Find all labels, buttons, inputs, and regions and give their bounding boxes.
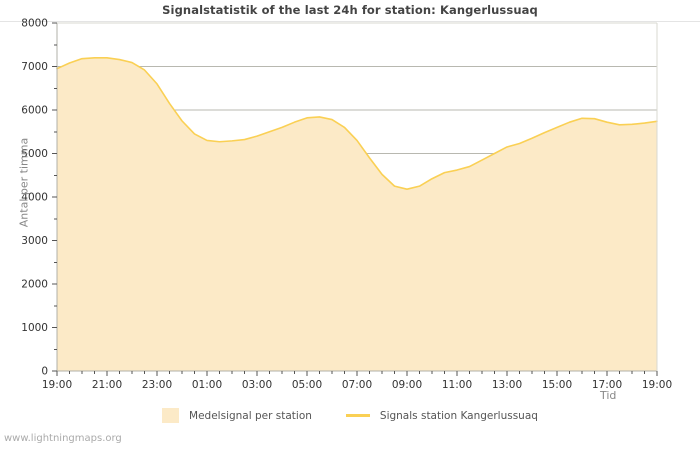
svg-text:15:00: 15:00 — [542, 379, 572, 391]
svg-text:07:00: 07:00 — [342, 379, 372, 391]
svg-text:7000: 7000 — [21, 61, 48, 73]
svg-text:6000: 6000 — [21, 105, 48, 117]
legend-label-medelsignal: Medelsignal per station — [189, 409, 312, 422]
legend-item-medelsignal[interactable]: Medelsignal per station — [162, 408, 312, 423]
chart-title: Signalstatistik of the last 24h for stat… — [162, 3, 538, 17]
svg-text:13:00: 13:00 — [492, 379, 522, 391]
svg-text:01:00: 01:00 — [192, 379, 222, 391]
svg-text:11:00: 11:00 — [442, 379, 472, 391]
y-axis-title: Antal per timma — [17, 137, 31, 228]
svg-text:03:00: 03:00 — [242, 379, 272, 391]
svg-text:4000: 4000 — [21, 192, 48, 204]
chart-legend: Medelsignal per station Signals station … — [0, 408, 700, 423]
x-axis-ticks: 19:00 21:00 23:00 01:00 03:00 05:00 07:00 09:00… — [42, 371, 672, 391]
svg-text:19:00: 19:00 — [42, 379, 72, 391]
svg-text:09:00: 09:00 — [392, 379, 422, 391]
svg-text:23:00: 23:00 — [142, 379, 172, 391]
svg-text:19:00: 19:00 — [642, 379, 672, 391]
legend-label-signals-station: Signals station Kangerlussuaq — [379, 409, 538, 422]
watermark-text: www.lightningmaps.org — [4, 433, 122, 444]
svg-text:2000: 2000 — [21, 279, 48, 291]
chart-plot: 0 1000 2000 3000 4000 5000 6000 7000 8000 19:00 2… — [21, 18, 672, 392]
legend-item-signals-station[interactable]: Signals station Kangerlussuaq — [345, 409, 538, 422]
x-axis-title: Tid — [600, 389, 617, 402]
svg-text:3000: 3000 — [21, 235, 48, 247]
title-divider — [0, 21, 700, 22]
series-line-signals — [56, 57, 658, 190]
svg-text:8000: 8000 — [21, 18, 48, 30]
series-area-medelsignal — [57, 57, 657, 372]
y-axis-ticks: 0 1000 2000 3000 4000 5000 6000 7000 8000 — [21, 18, 57, 378]
svg-text:21:00: 21:00 — [92, 379, 122, 391]
svg-text:0: 0 — [41, 366, 48, 378]
line-swatch-icon — [345, 414, 370, 417]
svg-text:1000: 1000 — [21, 322, 48, 334]
svg-text:5000: 5000 — [21, 148, 48, 160]
svg-text:05:00: 05:00 — [292, 379, 322, 391]
svg-text:17:00: 17:00 — [592, 379, 622, 391]
area-swatch-icon — [162, 408, 180, 423]
